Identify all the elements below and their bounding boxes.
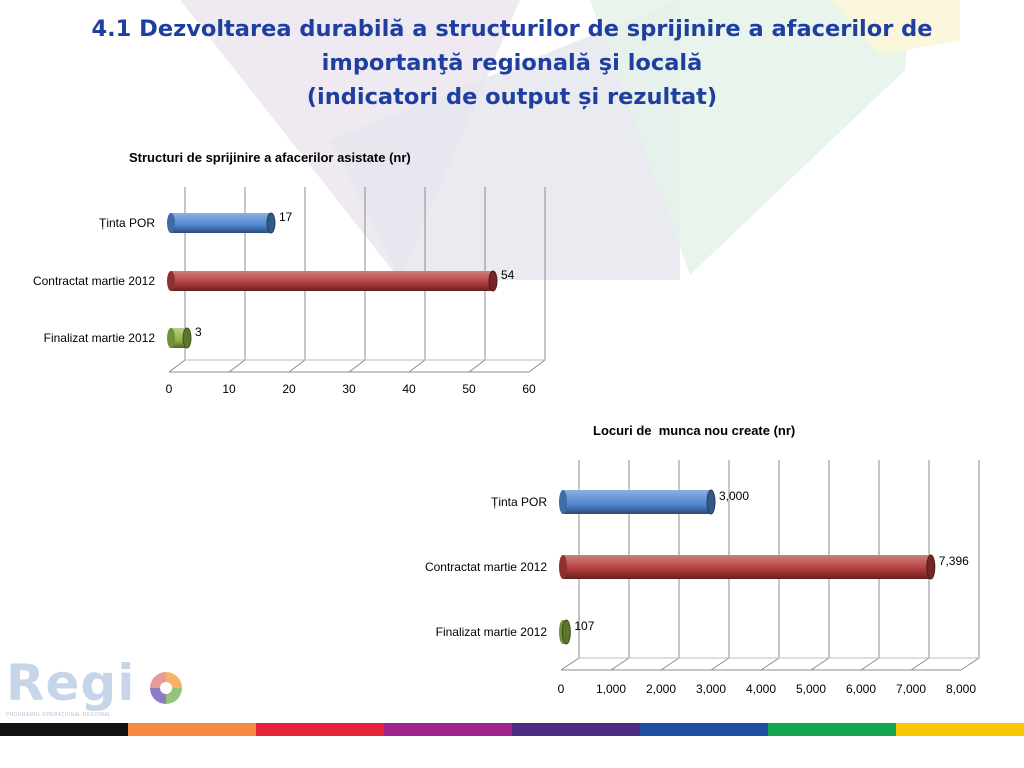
x-tick-label: 7,000: [896, 682, 926, 696]
stripe-segment: [896, 723, 1024, 736]
bar-start-cap: [167, 328, 175, 348]
title-line-1: 4.1 Dezvoltarea durabilă a structurilor …: [91, 16, 933, 42]
logo-flower-icon: [150, 672, 182, 704]
category-label: Ținta POR: [99, 216, 155, 230]
logo-wordmark: Regi: [6, 654, 136, 712]
bar-start-cap: [559, 490, 567, 514]
bar-end-cap: [561, 619, 571, 645]
x-tick-label: 3,000: [696, 682, 726, 696]
bar-end-cap: [488, 270, 498, 292]
chart-plot: 0 10 20 30 40 50 60 17 Ținta POR 54 Contractat mar…: [33, 187, 546, 396]
x-tick-label: 20: [282, 382, 296, 396]
bar: [563, 490, 711, 514]
chart-title: Locuri de munca nou create (nr): [593, 423, 796, 438]
x-tick-label: 10: [222, 382, 236, 396]
title-line-2: importanţă regională şi locală: [321, 50, 703, 76]
page-title: 4.1 Dezvoltarea durabilă a structurilor …: [40, 12, 984, 114]
bar: [563, 555, 931, 579]
category-label: Finalizat martie 2012: [436, 625, 548, 639]
bar-end-cap: [926, 554, 936, 580]
bar-end-cap: [266, 212, 276, 234]
title-line-3: (indicatori de output și rezultat): [306, 84, 718, 110]
regio-logo: Regi PROGRAMUL OPERAȚIONAL REGIONAL: [6, 654, 196, 720]
x-tick-label: 6,000: [846, 682, 876, 696]
chart-locuri-munca: Locuri de munca nou create (nr) 0 1,000 2,…: [395, 415, 995, 705]
stripe-segment: [640, 723, 768, 736]
stripe-segment: [0, 723, 128, 736]
category-label: Finalizat martie 2012: [44, 331, 156, 345]
x-tick-label: 5,000: [796, 682, 826, 696]
chart-structuri-sprijinire: Structuri de sprijinire a afacerilor asi…: [0, 140, 560, 400]
bar-end-cap: [182, 327, 192, 349]
x-tick-label: 0: [558, 682, 565, 696]
chart-title: Structuri de sprijinire a afacerilor asi…: [129, 150, 411, 165]
data-label: 54: [501, 268, 515, 282]
bar-start-cap: [167, 271, 175, 291]
color-stripe: [0, 723, 1024, 736]
stripe-segment: [256, 723, 384, 736]
data-label: 3: [195, 325, 202, 339]
x-tick-label: 30: [342, 382, 356, 396]
stripe-segment: [128, 723, 256, 736]
x-tick-label: 0: [166, 382, 173, 396]
category-label: Contractat martie 2012: [33, 274, 155, 288]
x-tick-label: 2,000: [646, 682, 676, 696]
data-label: 3,000: [719, 489, 749, 503]
x-tick-label: 40: [402, 382, 416, 396]
grid-line: [528, 187, 546, 373]
chart-plot: 0 1,000 2,000 3,000 4,000 5,000 6,000 7,000 8,00…: [425, 460, 980, 696]
bar: [171, 328, 187, 348]
stripe-segment: [768, 723, 896, 736]
x-tick-label: 1,000: [596, 682, 626, 696]
bar-start-cap: [559, 555, 567, 579]
x-tick-label: 60: [522, 382, 536, 396]
bar-end-cap: [706, 489, 716, 515]
data-label: 107: [574, 619, 594, 633]
x-tick-label: 8,000: [946, 682, 976, 696]
stripe-segment: [384, 723, 512, 736]
x-tick-label: 50: [462, 382, 476, 396]
logo-subtitle: PROGRAMUL OPERAȚIONAL REGIONAL: [6, 712, 112, 718]
bar: [171, 271, 493, 291]
category-label: Contractat martie 2012: [425, 560, 547, 574]
data-label: 17: [279, 210, 293, 224]
data-label: 7,396: [939, 554, 969, 568]
bar: [171, 213, 271, 233]
category-label: Ținta POR: [491, 495, 547, 509]
bar-start-cap: [167, 213, 175, 233]
stripe-segment: [512, 723, 640, 736]
x-tick-label: 4,000: [746, 682, 776, 696]
